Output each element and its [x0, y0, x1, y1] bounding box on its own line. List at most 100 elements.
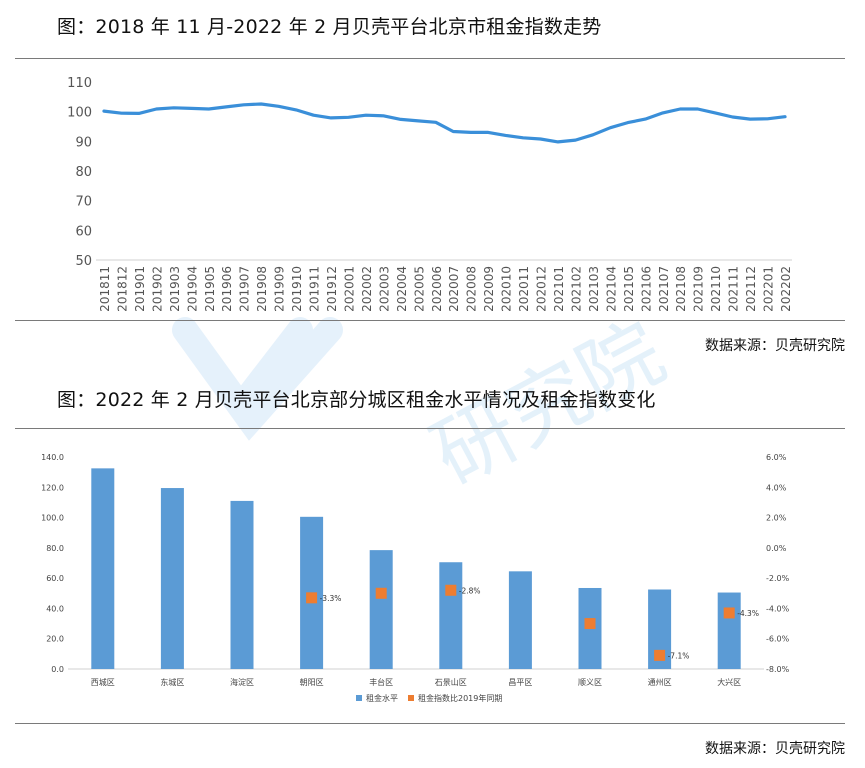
chart1-top-rule: [15, 58, 845, 59]
x-tick-label: 202103: [587, 266, 601, 312]
y-left-tick-label: 100.0: [41, 514, 64, 523]
x-tick-label: 202012: [535, 266, 549, 312]
x-tick-label: 202004: [395, 266, 409, 312]
bar-rent-level: [648, 589, 672, 669]
x-tick-label: 202002: [360, 266, 374, 312]
y-right-tick-label: -4.0%: [766, 604, 790, 613]
rent-index-line: [102, 102, 787, 144]
x-tick-label: 202011: [517, 266, 531, 312]
y-tick-label: 60: [75, 224, 92, 239]
x-category-label: 朝阳区: [300, 678, 324, 687]
x-tick-label: 202108: [674, 266, 688, 312]
y-right-tick-label: -2.0%: [766, 574, 790, 583]
x-tick-label: 201811: [98, 266, 112, 312]
y-left-tick-label: 80.0: [46, 544, 64, 553]
x-tick-label: 202106: [639, 266, 653, 312]
x-category-label: 西城区: [91, 678, 115, 687]
x-tick-label: 201902: [150, 266, 164, 312]
x-category-label: 丰台区: [369, 677, 393, 687]
legend-label-bar: 租金水平: [366, 693, 398, 703]
x-tick-label: 202109: [692, 266, 706, 312]
bar-combo-chart: 0.0 20.0 40.0 60.0 80.0 100.0 120.0 140.0 -8.0% -…: [41, 453, 790, 703]
x-tick-label: 202105: [622, 266, 636, 312]
x-tick-label: 202101: [552, 266, 566, 312]
x-tick-label: 201901: [133, 266, 147, 312]
legend-label-marker: 租金指数比2019年同期: [418, 693, 502, 703]
chart1-title: 图：2018 年 11 月-2022 年 2 月贝壳平台北京市租金指数走势: [57, 16, 602, 38]
x-tick-label: 201909: [273, 266, 287, 312]
x-tick-label: 201910: [290, 266, 304, 312]
x-tick-label: 202102: [569, 266, 583, 312]
y-tick-label: 90: [75, 135, 92, 150]
marker-index-change: [375, 587, 387, 599]
y-right-tick-label: 0.0%: [766, 544, 787, 553]
x-tick-label: 201812: [115, 266, 129, 312]
y-right-tick-label: 4.0%: [766, 483, 787, 492]
marker-index-change: [723, 607, 735, 619]
legend-swatch-marker: [408, 695, 414, 701]
chart2-source: 数据来源：贝壳研究院: [705, 741, 845, 757]
x-tick-label: 202104: [604, 266, 618, 312]
watermark-logo-icon: [172, 317, 343, 441]
bar-rent-level: [369, 550, 393, 669]
x-tick-label: 201907: [238, 266, 252, 312]
x-tick-label: 201905: [203, 266, 217, 312]
y-left-tick-label: 20.0: [46, 635, 64, 644]
x-tick-label: 201906: [220, 266, 234, 312]
x-tick-label: 201908: [255, 266, 269, 312]
x-tick-label: 202008: [465, 266, 479, 312]
x-category-label: 通州区: [648, 677, 672, 687]
y-right-tick-label: 6.0%: [766, 453, 787, 462]
x-tick-label: 202006: [430, 266, 444, 312]
y-right-tick-label: -6.0%: [766, 635, 790, 644]
x-tick-label: 202003: [377, 266, 391, 312]
y-left-tick-label: 60.0: [46, 574, 64, 583]
y-left-tick-label: 40.0: [46, 604, 64, 613]
x-tick-label: 201912: [325, 266, 339, 312]
x-tick-label: 202110: [709, 266, 723, 312]
x-tick-label: 202009: [482, 266, 496, 312]
x-tick-label: 201911: [308, 266, 322, 312]
chart2-bottom-rule: [15, 723, 845, 724]
marker-data-label: -4.3%: [737, 609, 759, 618]
x-tick-label: 201903: [168, 266, 182, 312]
x-tick-label: 202202: [779, 266, 793, 312]
line-chart: 50 60 70 80 90 100 110 201811 201812 201901 201902…: [67, 76, 793, 312]
x-tick-label: 202111: [727, 266, 741, 312]
y-left-tick-label: 140.0: [41, 453, 64, 462]
x-tick-label: 202010: [500, 266, 514, 312]
bar-rent-level: [91, 468, 115, 669]
chart1-bottom-rule: [15, 320, 845, 321]
x-category-label: 顺义区: [578, 678, 602, 687]
x-category-label: 海淀区: [230, 677, 254, 687]
bar-rent-level: [717, 592, 741, 669]
legend-swatch-bar: [356, 695, 362, 701]
y-left-tick-label: 0.0: [51, 665, 64, 674]
chart2-title: 图：2022 年 2 月贝壳平台北京部分城区租金水平情况及租金指数变化: [57, 389, 656, 411]
y-tick-label: 70: [75, 195, 92, 210]
marker-index-change: [306, 592, 318, 604]
x-tick-label: 202001: [342, 266, 356, 312]
bar-rent-level: [160, 488, 184, 669]
x-tick-label: 202112: [744, 266, 758, 312]
bar-rent-level: [439, 562, 463, 669]
x-category-label: 昌平区: [508, 678, 532, 687]
marker-index-change: [584, 618, 596, 630]
x-tick-label: 202005: [412, 266, 426, 312]
x-category-label: 石景山区: [435, 677, 467, 687]
x-category-label: 大兴区: [717, 677, 741, 687]
y-tick-label: 80: [75, 165, 92, 180]
x-tick-label: 201904: [185, 266, 199, 312]
y-right-tick-label: 2.0%: [766, 514, 787, 523]
chart2-top-rule: [15, 428, 845, 429]
x-tick-label: 202201: [762, 266, 776, 312]
y-tick-label: 100: [67, 106, 92, 121]
x-category-label: 东城区: [160, 677, 184, 687]
x-tick-label: 202007: [447, 266, 461, 312]
y-tick-label: 50: [75, 254, 92, 269]
y-left-tick-label: 120.0: [41, 483, 64, 492]
marker-index-change: [654, 649, 666, 661]
marker-index-change: [445, 584, 457, 596]
marker-data-label: -3.3%: [320, 594, 342, 603]
